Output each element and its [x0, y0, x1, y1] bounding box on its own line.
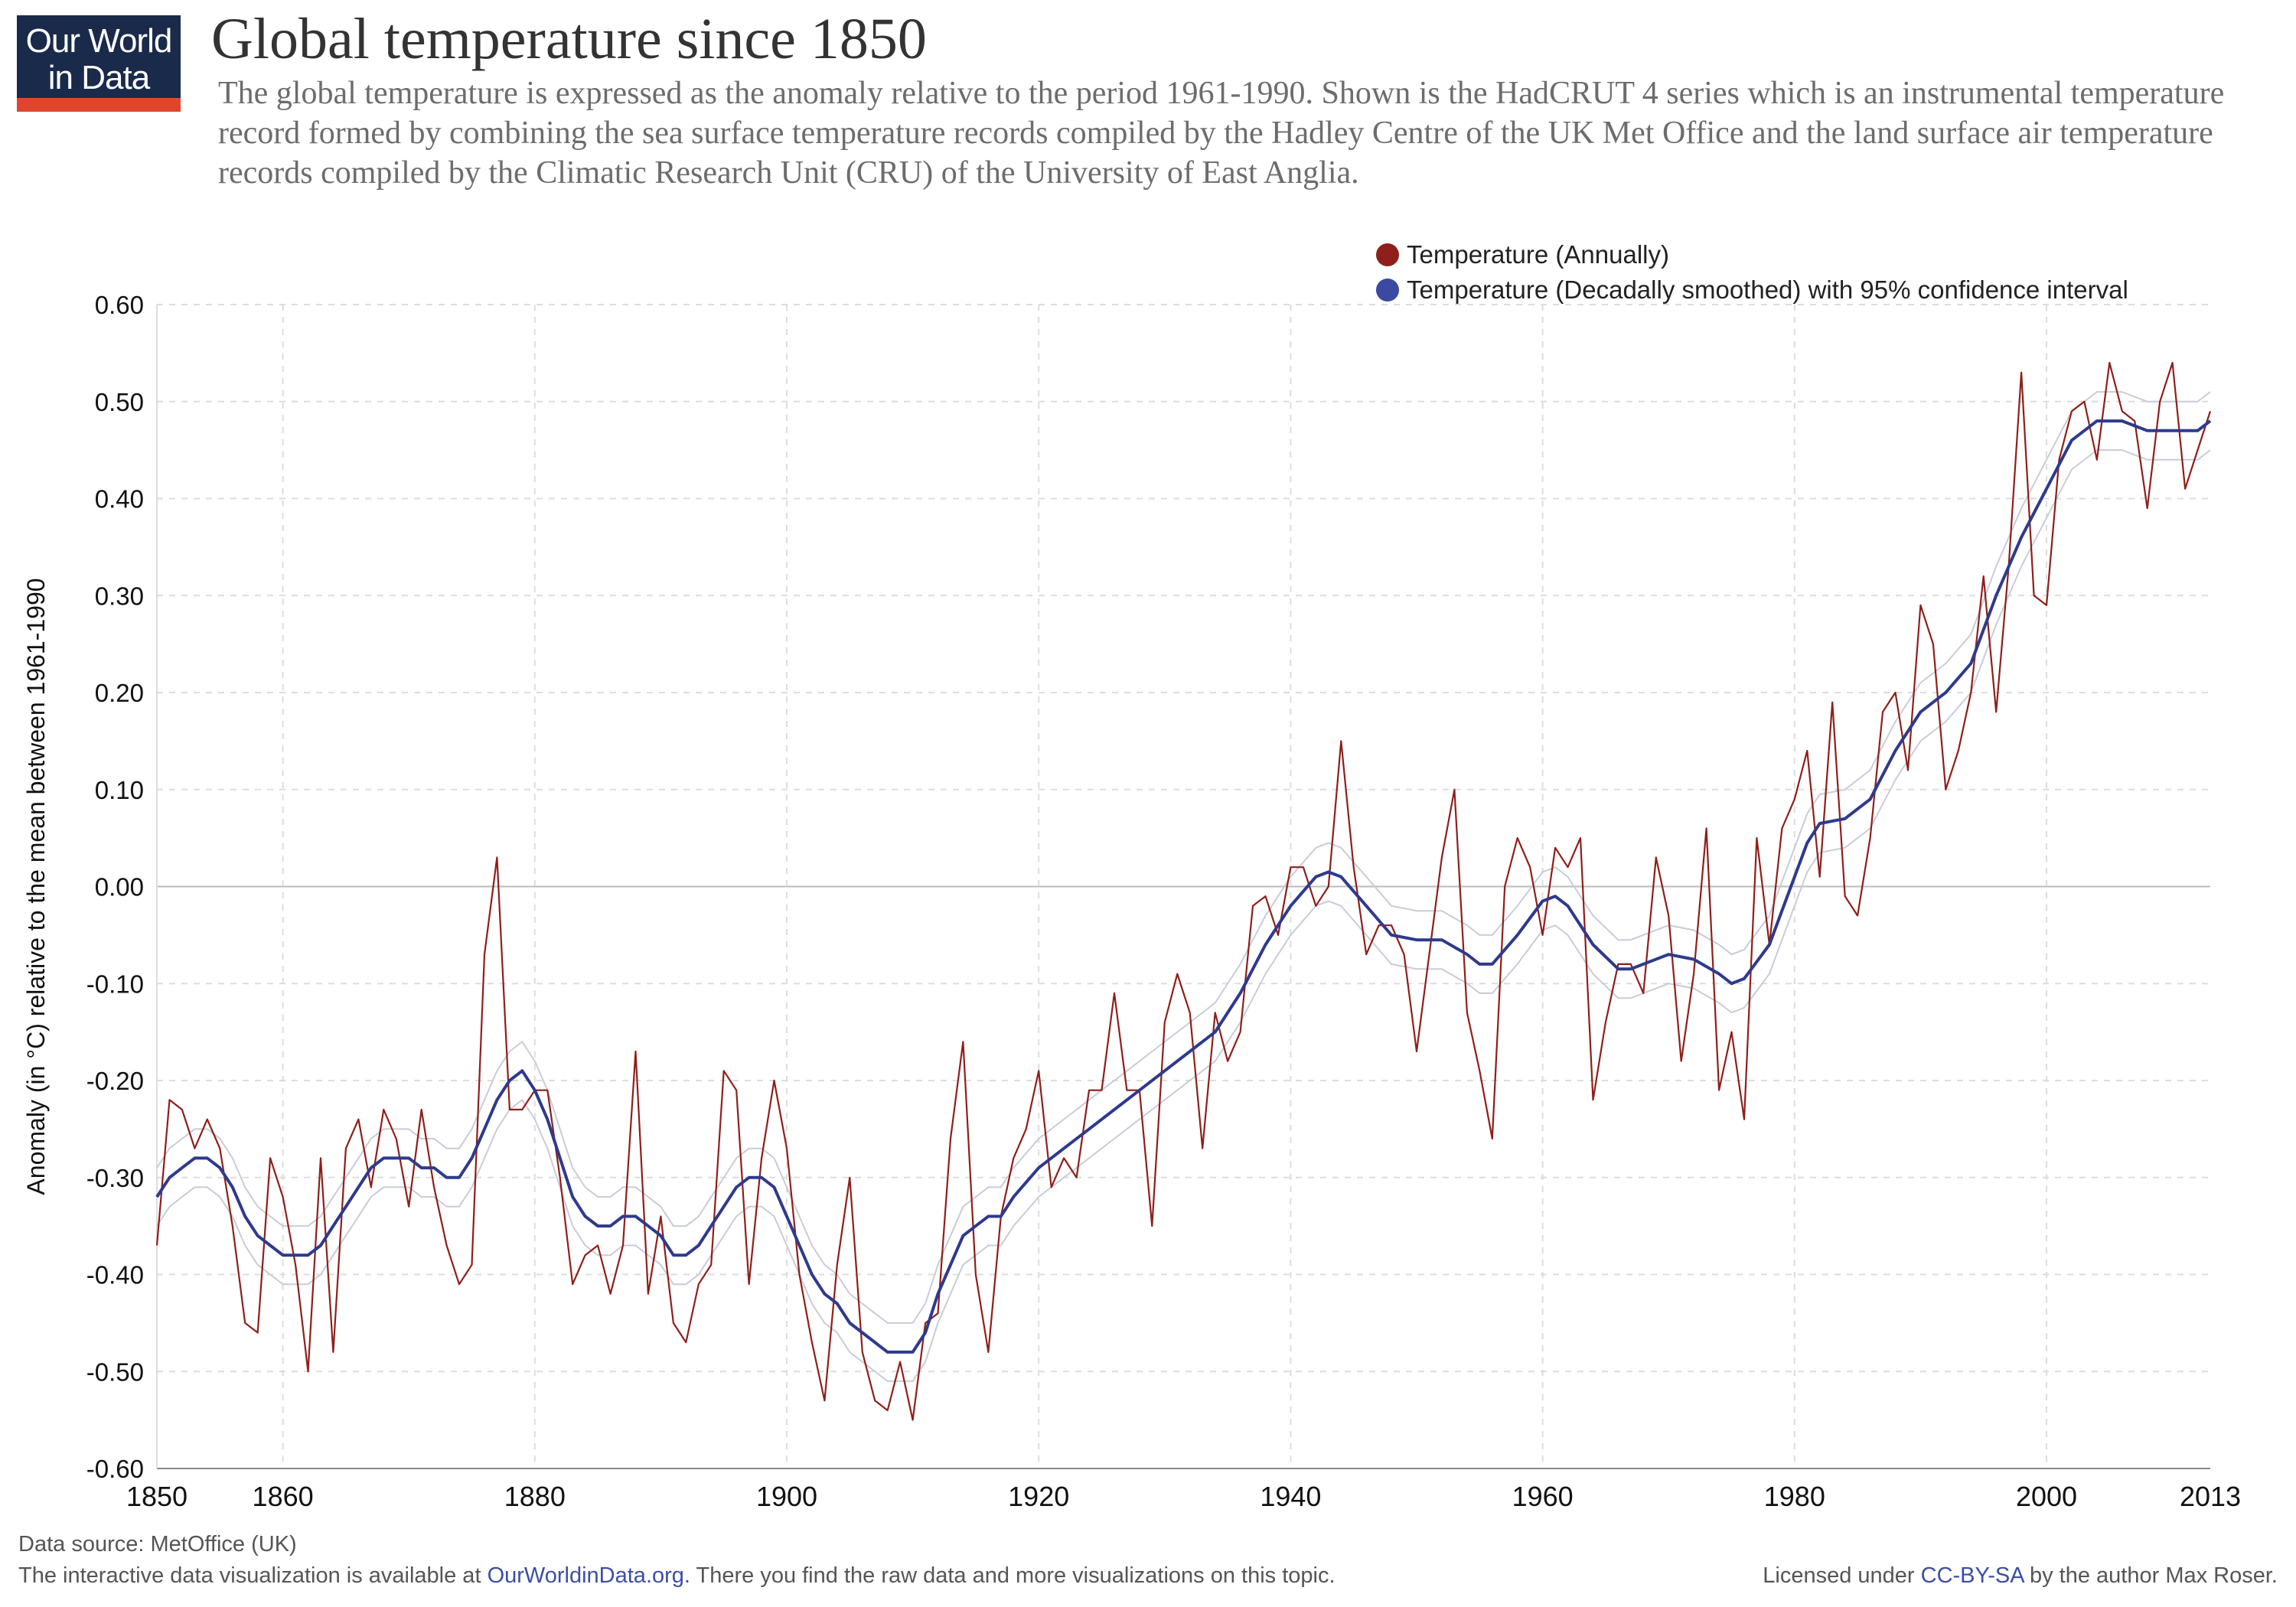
legend-smoothed-label: Temperature (Decadally smoothed) with 95…	[1407, 275, 2128, 304]
license-suffix: by the author Max Roser.	[2023, 1563, 2278, 1588]
legend-item-smoothed[interactable]: Temperature (Decadally smoothed) with 95…	[1376, 272, 2128, 308]
y-tick-label: -0.50	[86, 1358, 144, 1386]
legend-annual-label: Temperature (Annually)	[1407, 240, 1669, 269]
smoothed-temperature-line	[155, 419, 2212, 1354]
confidence-lower-line	[156, 449, 2211, 1382]
y-tick-label: -0.10	[86, 970, 144, 998]
x-tick-label: 1920	[1008, 1481, 1069, 1512]
y-tick-label: 0.30	[95, 582, 144, 610]
chart-subtitle: The global temperature is expressed as t…	[218, 76, 2225, 191]
y-tick-label: 0.50	[95, 388, 144, 416]
confidence-upper-line	[156, 391, 2211, 1324]
chart-title: Global temperature since 1850	[211, 7, 927, 71]
data-source-note: Data source: MetOffice (UK)	[18, 1532, 297, 1556]
logo-accent-bar	[17, 98, 181, 112]
interactive-note: The interactive data visualization is av…	[18, 1563, 1336, 1589]
y-tick-label: 0.40	[95, 485, 144, 513]
legend-item-annual[interactable]: Temperature (Annually)	[1376, 237, 2128, 272]
x-tick-label: 1940	[1260, 1481, 1321, 1512]
y-tick-label: 0.20	[95, 679, 144, 707]
logo-line-1: Our World	[25, 22, 173, 60]
y-tick-label: -0.60	[86, 1455, 144, 1483]
y-axis-label: Anomaly (in °C) relative to the mean bet…	[22, 578, 50, 1195]
interactive-suffix: There you find the raw data and more vis…	[690, 1563, 1336, 1588]
x-tick-label: 1980	[1764, 1481, 1825, 1512]
logo-line-2: in Data	[47, 59, 150, 96]
legend-smoothed-swatch	[1376, 279, 1399, 302]
y-tick-label: 0.00	[95, 873, 144, 901]
x-tick-label: 1960	[1512, 1481, 1574, 1512]
chart-legend: Temperature (Annually) Temperature (Deca…	[1376, 237, 2128, 308]
x-tick-label: 2013	[2180, 1481, 2241, 1512]
x-tick-label: 1850	[126, 1481, 188, 1512]
y-tick-label: 0.60	[95, 291, 144, 319]
license-link[interactable]: CC-BY-SA	[1920, 1563, 2024, 1588]
interactive-prefix: The interactive data visualization is av…	[18, 1563, 488, 1588]
y-tick-label: -0.40	[86, 1261, 144, 1289]
owid-link[interactable]: OurWorldinData.org.	[487, 1563, 690, 1588]
owid-logo: Our World in Data	[17, 15, 181, 112]
x-tick-label: 1900	[756, 1481, 817, 1512]
x-tick-label: 1860	[253, 1481, 314, 1512]
license-prefix: Licensed under	[1763, 1563, 1921, 1588]
legend-annual-swatch	[1376, 243, 1399, 266]
annual-temperature-line	[155, 361, 2212, 1421]
x-tick-label: 2000	[2016, 1481, 2077, 1512]
y-tick-label: -0.30	[86, 1164, 144, 1192]
x-tick-label: 1880	[504, 1481, 566, 1512]
y-tick-label: 0.10	[95, 776, 144, 804]
license-note: Licensed under CC-BY-SA by the author Ma…	[1763, 1563, 2278, 1589]
y-tick-label: -0.20	[86, 1067, 144, 1095]
